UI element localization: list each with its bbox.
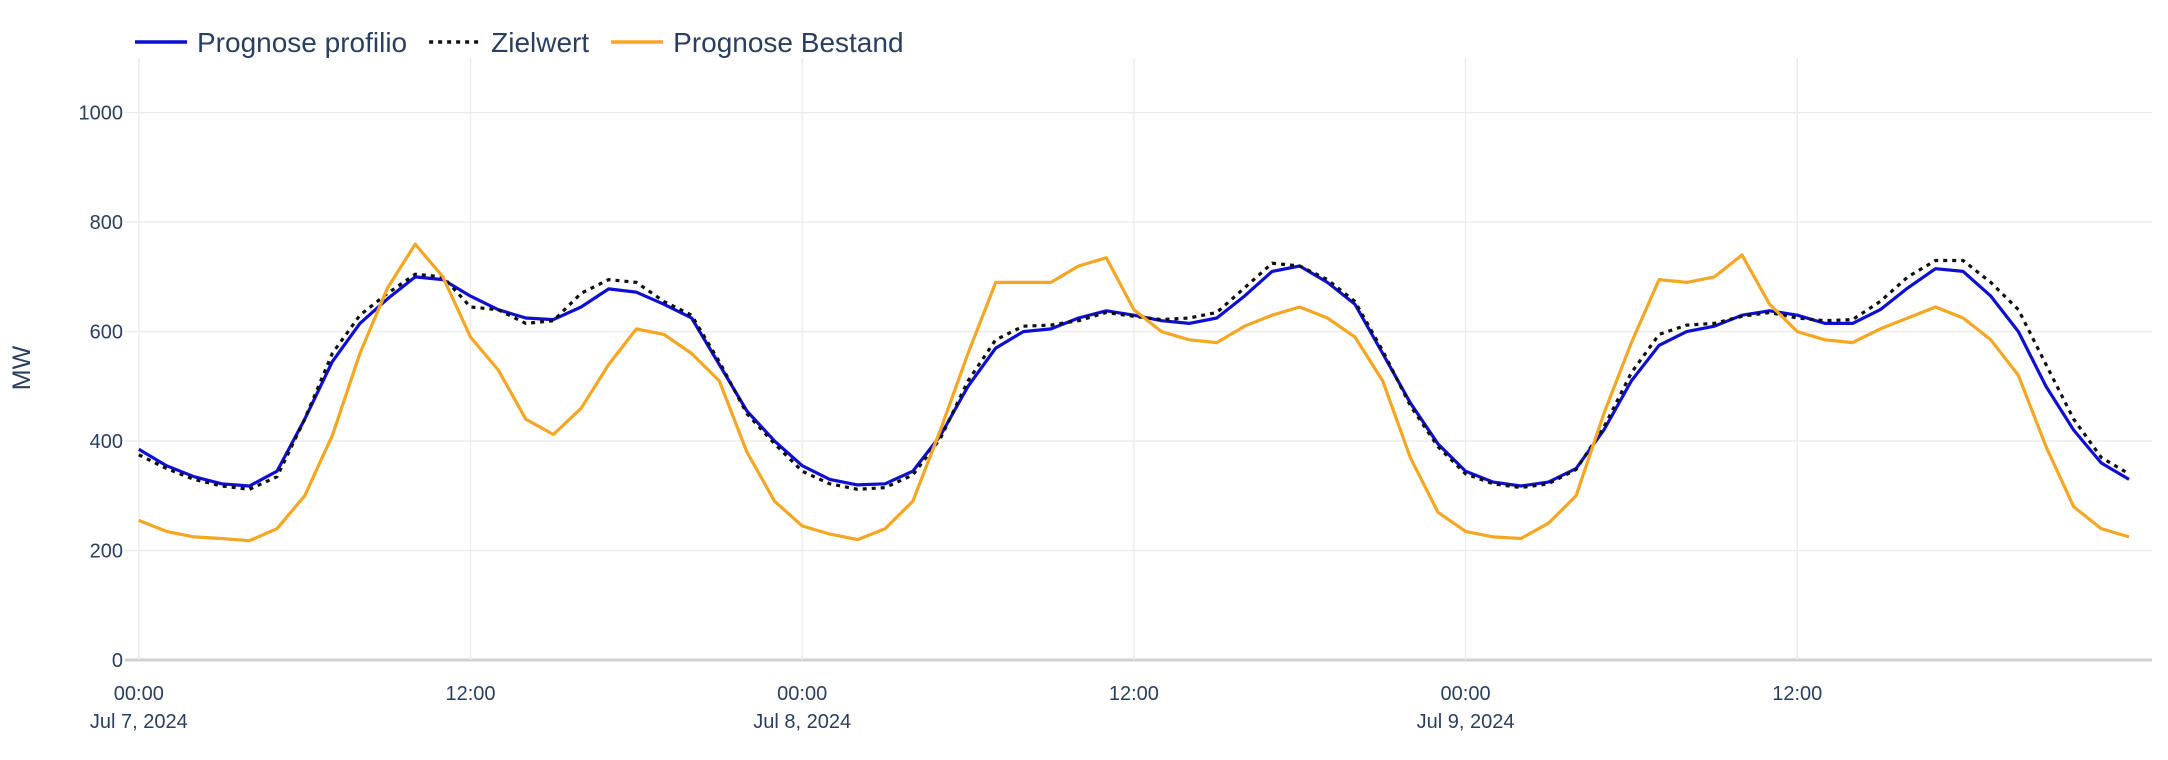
x-tick-label: 00:00 Jul 7, 2024 [90, 683, 188, 733]
y-tick-label: 200 [90, 541, 123, 563]
y-tick-label: 800 [90, 212, 123, 234]
legend-label: Prognose profilio [197, 27, 407, 58]
legend-label: Zielwert [491, 27, 589, 58]
y-tick-label: 600 [90, 322, 123, 344]
series-line [137, 264, 2130, 488]
y-axis-label: MW [8, 345, 36, 390]
x-tick-label: 12:00 [1772, 683, 1822, 705]
x-tick-label: 12:00 [1109, 683, 1159, 705]
y-tick-label: 400 [90, 431, 123, 453]
series-line [138, 242, 2130, 543]
x-tick-label: 12:00 [445, 683, 495, 705]
y-tick-label: 1000 [79, 103, 124, 125]
x-tick-label: 00:00 Jul 9, 2024 [1417, 683, 1515, 733]
y-tick-label: 0 [112, 650, 123, 672]
legend-label: Prognose Bestand [673, 27, 903, 58]
x-tick-label: 00:00 Jul 8, 2024 [753, 683, 851, 733]
